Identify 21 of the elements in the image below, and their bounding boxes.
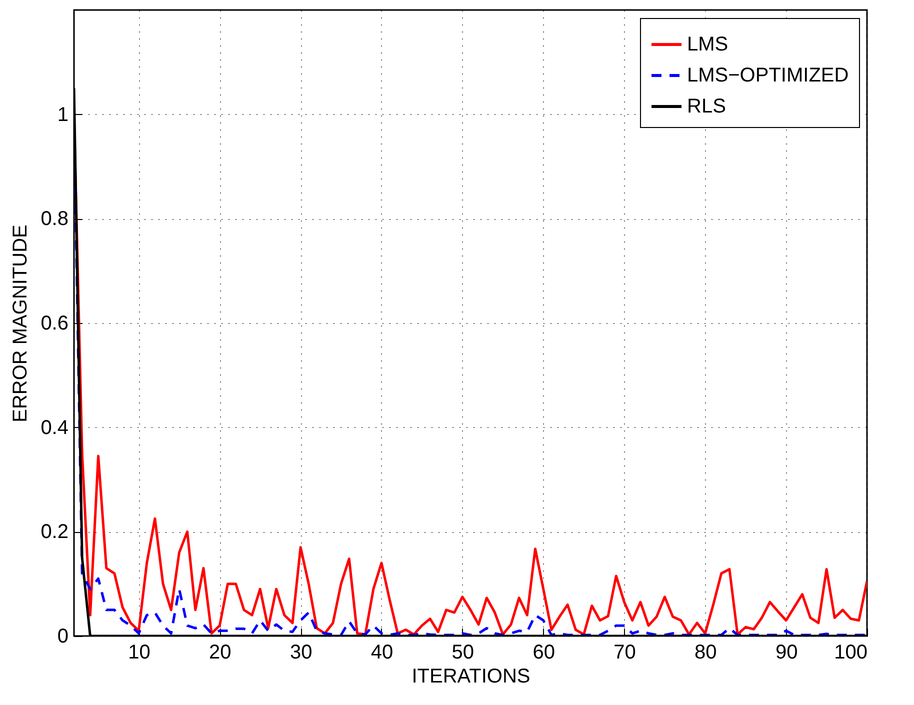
x-tick-label: 50 xyxy=(452,642,474,664)
x-tick-label: 20 xyxy=(209,642,232,664)
x-tick-label: 80 xyxy=(694,642,717,664)
legend-label: LMS xyxy=(687,34,728,56)
y-tick-label: 0.6 xyxy=(40,312,68,334)
x-tick-label: 70 xyxy=(614,642,636,664)
x-tick-label: 40 xyxy=(370,642,394,664)
y-tick-label: 1 xyxy=(57,104,68,126)
y-tick-label: 0.8 xyxy=(40,208,68,230)
legend-label: RLS xyxy=(687,96,726,118)
x-tick-label: 30 xyxy=(290,642,312,664)
x-tick-label: 10 xyxy=(128,642,150,664)
x-tick-label: 60 xyxy=(532,642,555,664)
x-axis-title: ITERATIONS xyxy=(412,666,530,688)
x-tick-label: 100 xyxy=(834,642,868,664)
x-tick-label: 90 xyxy=(775,642,798,664)
y-axis-title: ERROR MAGNITUDE xyxy=(10,224,32,422)
y-tick-label: 0.2 xyxy=(40,521,68,544)
y-tick-label: 0 xyxy=(57,626,68,648)
y-tick-label: 0.4 xyxy=(40,416,68,439)
legend-label: LMS−OPTIMIZED xyxy=(687,64,849,86)
